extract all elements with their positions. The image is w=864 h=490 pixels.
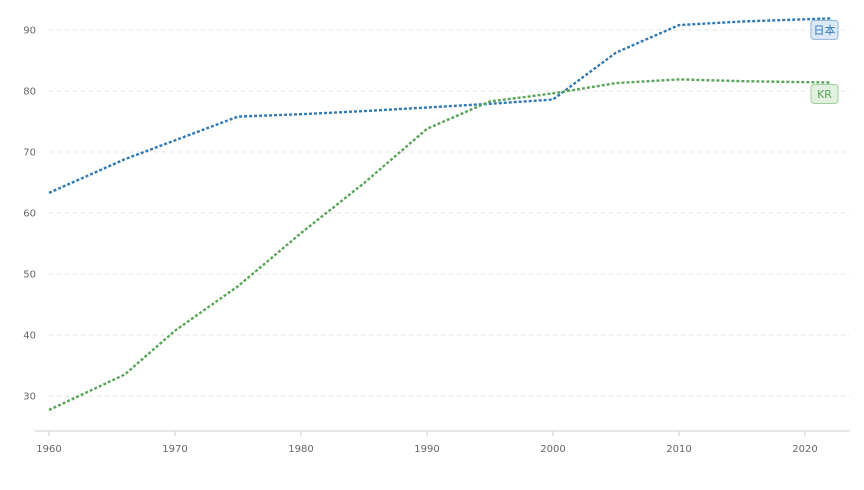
y-tick-label-30: 30 xyxy=(23,392,36,403)
y-tick-label-90: 90 xyxy=(23,26,36,37)
x-tick-label-1970: 1970 xyxy=(162,444,187,455)
x-axis-ticks: 1960 1970 1980 1990 2000 2010 2020 xyxy=(36,431,818,455)
gridlines xyxy=(49,29,850,397)
x-tick-label-1990: 1990 xyxy=(414,444,439,455)
y-tick-label-40: 40 xyxy=(23,331,36,342)
series-label-box-1 xyxy=(810,83,839,104)
x-tick-label-1960: 1960 xyxy=(36,444,61,455)
series-label-text-0: 日本 xyxy=(814,23,836,37)
x-tick-label-2020: 2020 xyxy=(792,444,817,455)
series-line-1 xyxy=(48,78,831,412)
y-tick-label-50: 50 xyxy=(23,270,36,281)
series-label-box-0 xyxy=(810,19,839,40)
x-tick-label-2010: 2010 xyxy=(666,444,691,455)
series-lines xyxy=(48,17,831,412)
y-axis-ticks: 30 40 50 60 70 80 90 xyxy=(23,26,36,403)
x-tick-label-2000: 2000 xyxy=(540,444,565,455)
x-tick-label-1980: 1980 xyxy=(288,444,313,455)
series-label-0: 日本 xyxy=(810,19,839,40)
y-tick-label-60: 60 xyxy=(23,209,36,220)
series-label-1: KR xyxy=(810,83,839,104)
series-line-0 xyxy=(48,17,831,194)
series-labels: 日本 KR xyxy=(810,19,839,104)
y-tick-label-70: 70 xyxy=(23,148,36,159)
y-tick-label-80: 80 xyxy=(23,87,36,98)
series-label-text-1: KR xyxy=(817,88,832,101)
